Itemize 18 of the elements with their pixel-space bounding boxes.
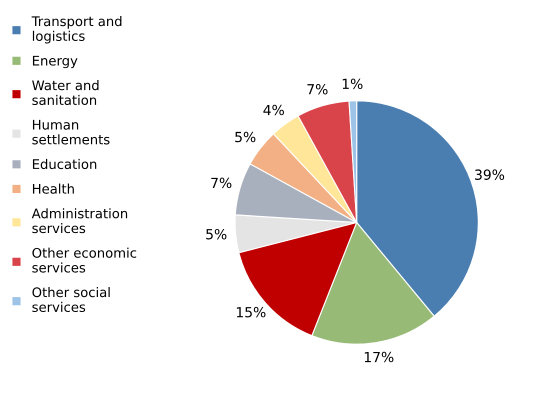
legend-label: Energy: [32, 56, 78, 68]
data-label: 1%: [342, 78, 363, 90]
legend-label: Water and sanitation: [32, 80, 98, 106]
legend-label: Health: [32, 184, 74, 194]
legend-label: Administration services: [32, 208, 128, 234]
data-label: 17%: [364, 352, 394, 362]
legend-label: Education: [32, 158, 96, 170]
data-label: 4%: [263, 104, 284, 116]
legend-label: Human settlements: [32, 120, 110, 144]
data-label: 7%: [211, 178, 232, 188]
legend-label: Transport and logistics: [32, 16, 122, 44]
data-label: 7%: [307, 84, 328, 94]
data-label: 39%: [475, 169, 504, 180]
data-label: 5%: [206, 228, 226, 240]
data-label: 5%: [235, 132, 256, 142]
data-label: 15%: [236, 306, 266, 318]
legend-label: Other social services: [32, 287, 110, 312]
legend-label: Other economic services: [32, 248, 136, 273]
